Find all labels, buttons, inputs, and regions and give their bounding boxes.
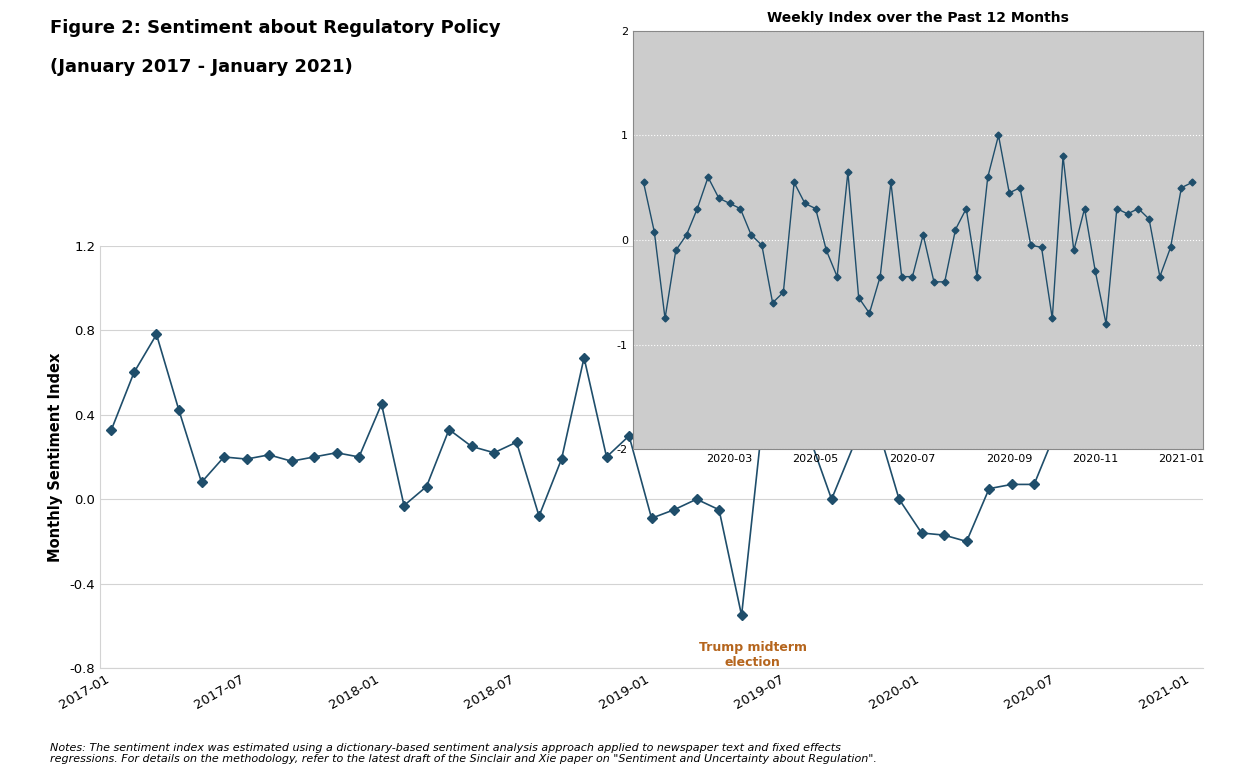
Text: Figure 2: Sentiment about Regulatory Policy: Figure 2: Sentiment about Regulatory Pol… (50, 19, 501, 37)
Text: Trump midterm
election: Trump midterm election (699, 641, 807, 669)
Text: Notes: The sentiment index was estimated using a dictionary-based sentiment anal: Notes: The sentiment index was estimated… (50, 743, 877, 764)
Y-axis label: Monthly Sentiment Index: Monthly Sentiment Index (48, 353, 63, 561)
Text: (January 2017 - January 2021): (January 2017 - January 2021) (50, 58, 353, 75)
Title: Weekly Index over the Past 12 Months: Weekly Index over the Past 12 Months (767, 12, 1069, 25)
